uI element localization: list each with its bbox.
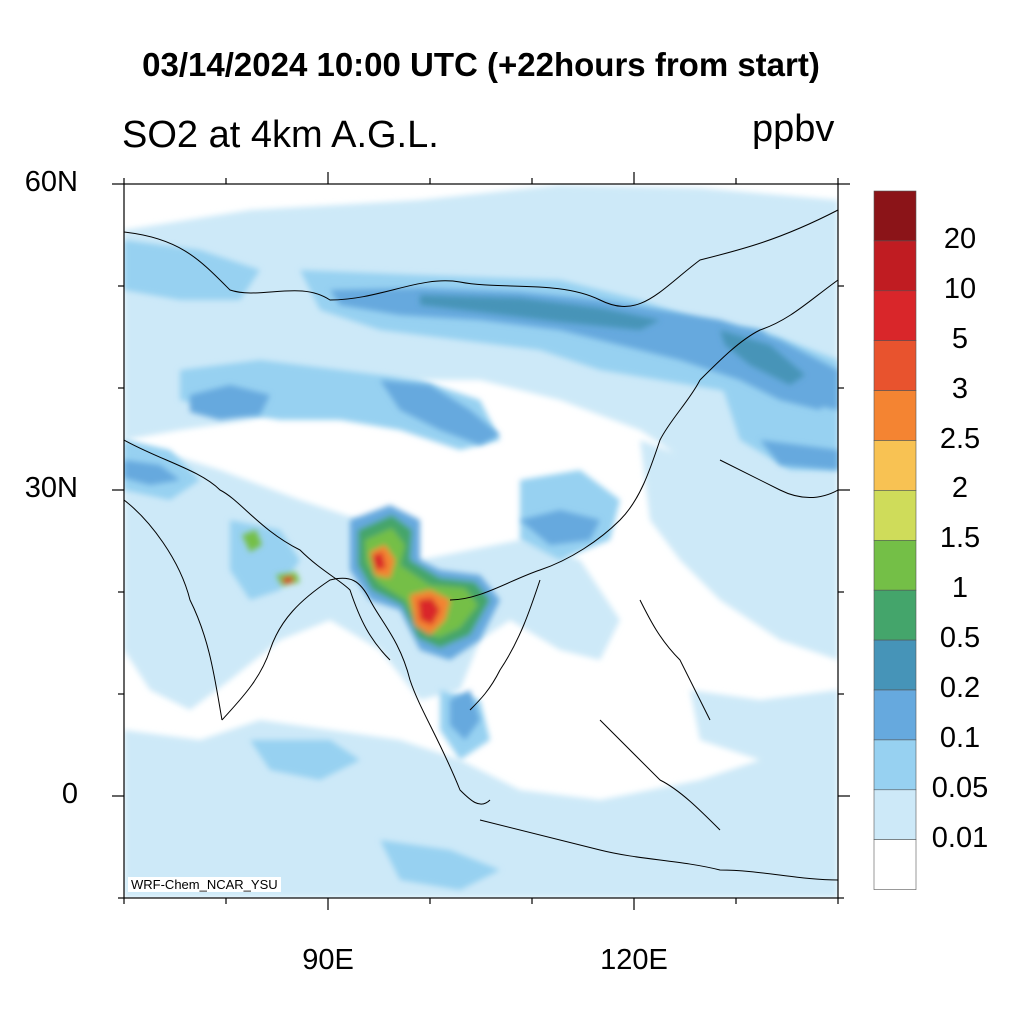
colorbar-segment bbox=[873, 639, 917, 691]
colorbar-label: 5 bbox=[951, 322, 969, 355]
lon-tick-label: 120E bbox=[600, 944, 668, 976]
colorbar-label: 10 bbox=[943, 272, 977, 305]
colorbar-segment bbox=[873, 589, 917, 641]
colorbar bbox=[873, 190, 917, 890]
axis-ticks bbox=[112, 172, 850, 910]
colorbar-label: 1 bbox=[951, 572, 969, 605]
colorbar-segment bbox=[873, 190, 917, 242]
colorbar-segment bbox=[873, 689, 917, 741]
units-label: ppbv bbox=[752, 108, 835, 150]
map-frame bbox=[123, 183, 839, 899]
so2-field bbox=[124, 184, 838, 898]
lon-tick-label: 90E bbox=[302, 944, 354, 976]
colorbar-segment bbox=[873, 839, 917, 890]
colorbar-label: 3 bbox=[951, 372, 969, 405]
colorbar-label: 2 bbox=[951, 472, 969, 505]
colorbar-segment bbox=[873, 390, 917, 441]
variable-label: SO2 at 4km A.G.L. bbox=[122, 114, 439, 156]
colorbar-segment bbox=[873, 789, 917, 840]
colorbar-segment bbox=[873, 240, 917, 292]
colorbar-label: 0.05 bbox=[931, 771, 989, 804]
coastlines bbox=[124, 209, 838, 881]
colorbar-label: 1.5 bbox=[939, 522, 981, 555]
colorbar-label: 0.01 bbox=[931, 821, 989, 854]
colorbar-segment bbox=[873, 340, 917, 391]
colorbar-label: 0.2 bbox=[939, 672, 981, 704]
colorbar-segment bbox=[873, 739, 917, 791]
colorbar-segment bbox=[873, 290, 917, 341]
colorbar-label: 0.5 bbox=[939, 622, 981, 655]
lat-tick-label: 30N bbox=[24, 472, 78, 504]
lat-tick-label: 0 bbox=[61, 778, 78, 810]
lat-tick-label: 60N bbox=[24, 166, 78, 198]
map-title: 03/14/2024 10:00 UTC (+22hours from star… bbox=[142, 46, 820, 83]
colorbar-label: 20 bbox=[943, 222, 977, 255]
colorbar-segment bbox=[873, 539, 917, 591]
colorbar-label: 2.5 bbox=[939, 422, 981, 455]
colorbar-label: 0.1 bbox=[939, 721, 981, 754]
model-credit: WRF-Chem_NCAR_YSU bbox=[128, 877, 281, 892]
colorbar-segment bbox=[873, 440, 917, 491]
colorbar-segment bbox=[873, 490, 917, 541]
